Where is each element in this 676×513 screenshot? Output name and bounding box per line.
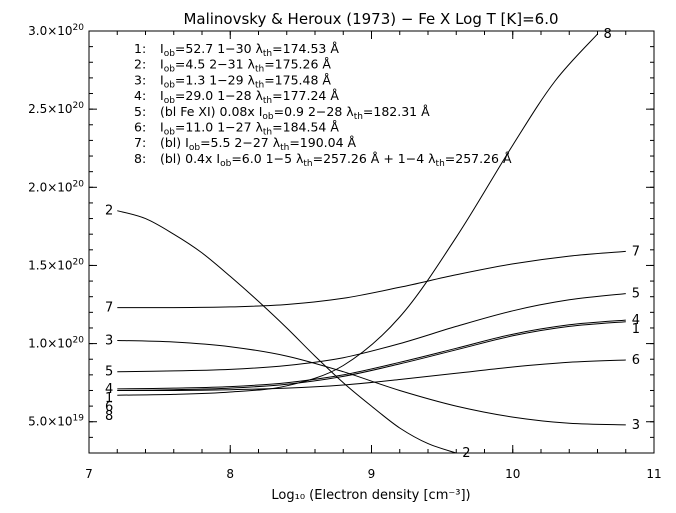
curve-label-right: 3 (632, 418, 640, 433)
legend-entry: (bl) Iob=5.5 2−27 λth=190.04 Å (160, 135, 357, 153)
x-tick-label: 9 (368, 467, 376, 481)
legend-number: 3: (134, 72, 146, 87)
curve-3 (117, 340, 626, 426)
legend-entry: Iob=1.3 1−29 λth=175.48 Å (160, 72, 331, 90)
legend-entry: (bl Fe XI) 0.08x Iob=0.9 2−28 λth=182.31… (160, 104, 430, 122)
curve-2 (117, 210, 457, 454)
legend: 1: Iob=52.7 1−30 λth=174.53 Å 2: Iob=4.5 2−… (134, 41, 512, 169)
legend-number: 1: (134, 41, 146, 56)
curve-1 (117, 321, 626, 391)
curves (117, 33, 626, 454)
chart-title: Malinovsky & Heroux (1973) − Fe X Log T … (183, 10, 558, 28)
curve-label-right: 4 (632, 313, 640, 328)
x-axis: 7 8 9 10 11 (85, 31, 662, 481)
curve-label-left: 4 (105, 382, 113, 397)
legend-entry: Iob=29.0 1−28 λth=177.24 Å (160, 88, 339, 106)
legend-entry: (bl) 0.4x Iob=6.0 1−5 λth=257.26 Å + 1−4… (160, 151, 512, 169)
legend-number: 2: (134, 57, 146, 72)
curve-label-right: 2 (462, 446, 470, 461)
curve-label-left: 2 (105, 204, 113, 219)
y-tick-label: 3.0×1020 (28, 23, 84, 38)
curve-label-left: 5 (105, 365, 113, 380)
y-tick-label: 1.0×1020 (28, 336, 84, 351)
curve-4 (117, 319, 626, 390)
curve-label-left: 7 (105, 301, 113, 316)
legend-number: 4: (134, 88, 146, 103)
legend-number: 6: (134, 120, 146, 135)
legend-entry: Iob=11.0 1−27 λth=184.54 Å (160, 120, 339, 138)
curve-label-right: 1 (632, 322, 640, 337)
curve-label-right: 7 (632, 244, 640, 259)
legend-number: 8: (134, 151, 146, 166)
curve-label-left: 1 (105, 391, 113, 406)
y-tick-label: 5.0×1019 (28, 414, 84, 429)
y-tick-label: 2.0×1020 (28, 179, 84, 194)
curve-label-right: 8 (604, 27, 612, 42)
curve-label-right: 6 (632, 353, 640, 368)
legend-entry: Iob=4.5 2−31 λth=175.26 Å (160, 57, 331, 75)
y-axis: 5.0×1019 1.0×1020 1.5×1020 2.0×1020 2.5×1020… (28, 23, 654, 438)
x-tick-label: 7 (85, 467, 93, 481)
x-tick-label: 8 (226, 467, 234, 481)
y-tick-label: 1.5×1020 (28, 257, 84, 272)
legend-number: 5: (134, 104, 146, 119)
x-tick-label: 10 (505, 467, 520, 481)
curve-6 (117, 359, 626, 392)
legend-number: 7: (134, 135, 146, 150)
x-axis-label: Log₁₀ (Electron density [cm⁻³]) (271, 488, 470, 503)
curve-label-left: 8 (105, 409, 113, 424)
curve-7 (117, 250, 626, 309)
curve-8 (117, 33, 598, 396)
curve-label-left: 3 (105, 333, 113, 348)
x-tick-label: 11 (646, 467, 661, 481)
curve-5 (117, 293, 626, 373)
y-tick-label: 2.5×1020 (28, 101, 84, 116)
curve-label-left: 6 (105, 400, 113, 415)
legend-entry: Iob=52.7 1−30 λth=174.53 Å (160, 41, 339, 59)
curve-label-right: 5 (632, 287, 640, 302)
